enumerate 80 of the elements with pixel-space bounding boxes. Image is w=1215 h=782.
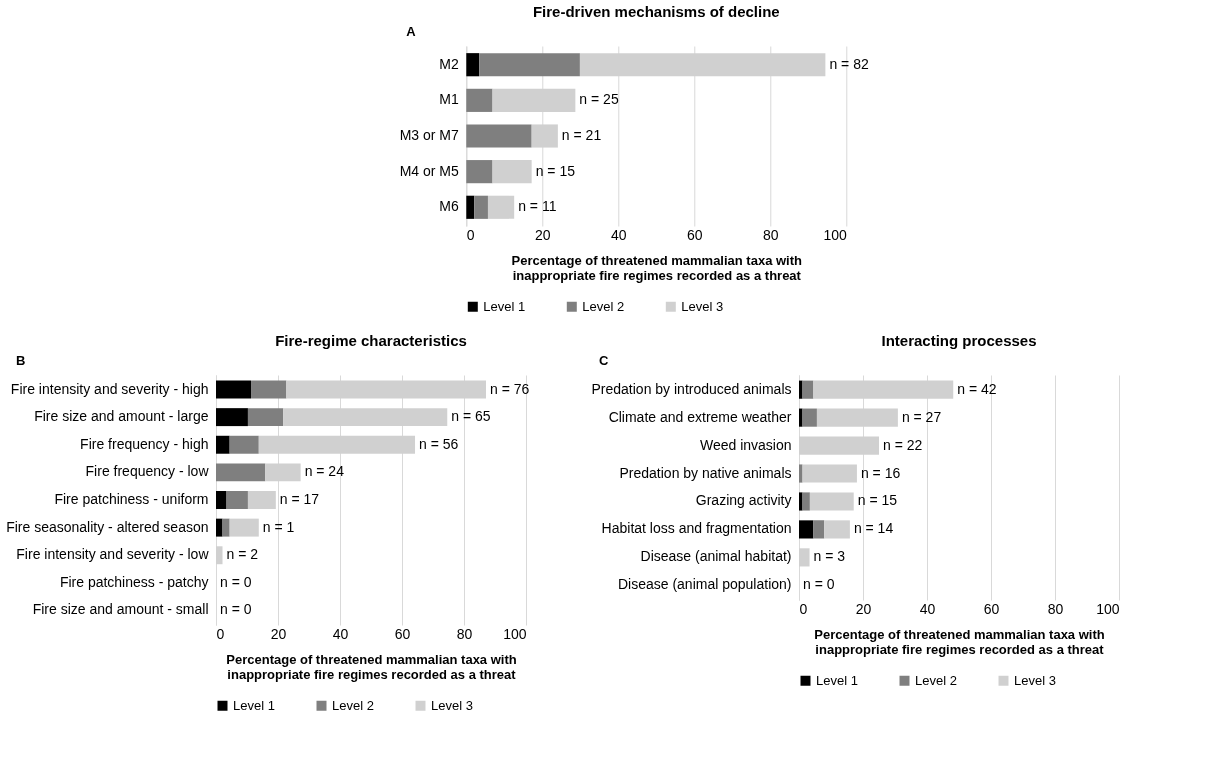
- text: B: [16, 353, 26, 368]
- y-tick-label: Grazing activity: [695, 492, 792, 509]
- chart-title: Fire-driven mechanisms of decline: [532, 3, 780, 20]
- y-tick-label: Fire frequency - high: [80, 435, 209, 452]
- x-axis-title: Percentage of threatened mammalian taxa with inappropriate fire regimes recorded as a threat: [226, 651, 517, 682]
- annotation: n = 17: [279, 491, 320, 507]
- y-tick-label: Habitat loss and fragmentation: [601, 520, 792, 537]
- text: A: [406, 24, 417, 39]
- legend-label: Level 3: [681, 298, 724, 314]
- legend-label: Level 2: [915, 672, 957, 688]
- annotation: n = 65: [451, 408, 491, 425]
- legend-label: Level 2: [332, 697, 374, 713]
- y-tick-label: M4 or M5: [399, 162, 460, 179]
- y-tick-label: Climate and extreme weather: [608, 408, 792, 425]
- x-tick-label: 20: [535, 226, 551, 243]
- annotation: n = 24: [304, 463, 345, 480]
- x-tick-label: 60: [394, 625, 411, 642]
- annotation: n = 15: [857, 492, 898, 509]
- legend-label: Level 3: [1014, 672, 1056, 688]
- x-tick-label: 0: [799, 600, 808, 617]
- annotation: n = 14: [853, 520, 894, 537]
- annotation: n = 0: [803, 576, 835, 593]
- x-tick-label: 80: [763, 226, 779, 243]
- annotation: n = 11: [518, 198, 557, 215]
- y-tick-label: Fire intensity and severity - high: [10, 380, 209, 397]
- annotation: n = 3: [813, 548, 846, 565]
- x-axis-title: Percentage of threatened mammalian taxa with inappropriate fire regimes recorded as a threat: [814, 626, 1105, 657]
- y-tick-label: M6: [439, 198, 459, 215]
- legend-label: Level 2: [582, 298, 625, 314]
- x-tick-label: 80: [456, 625, 473, 642]
- x-tick-label: 40: [332, 625, 349, 642]
- annotation: n = 76: [490, 380, 530, 397]
- y-tick-label: M2: [439, 55, 459, 72]
- annotation: n = 2: [226, 546, 259, 563]
- x-tick-label: 100: [1096, 600, 1120, 617]
- annotation: n = 22: [883, 436, 923, 453]
- legend-label: Level 1: [233, 697, 275, 713]
- text: C: [599, 353, 609, 368]
- y-tick-label: Fire size and amount - large: [34, 408, 209, 425]
- x-tick-label: 20: [855, 600, 872, 617]
- y-tick-label: Fire seasonality - altered season: [6, 518, 209, 535]
- y-tick-label: M3 or M7: [399, 127, 460, 143]
- annotation: n = 21: [561, 127, 602, 143]
- annotation: n = 0: [220, 573, 252, 590]
- annotation: n = 16: [860, 464, 901, 481]
- y-tick-label: Fire frequency - low: [85, 463, 210, 480]
- y-tick-label: Disease (animal habitat): [640, 548, 792, 565]
- annotation: n = 56: [419, 435, 459, 452]
- legend-label: Level 1: [816, 672, 858, 688]
- x-tick-label: 100: [823, 226, 848, 243]
- annotation: n = 15: [535, 162, 576, 179]
- x-tick-label: 20: [270, 625, 287, 642]
- x-tick-label: 40: [611, 226, 627, 243]
- annotation: n = 1: [262, 518, 295, 535]
- x-tick-label: 0: [216, 625, 225, 642]
- y-tick-label: Fire size and amount - small: [32, 601, 209, 618]
- x-tick-label: 0: [466, 226, 475, 243]
- x-tick-label: 100: [503, 625, 527, 642]
- y-tick-label: Fire patchiness - uniform: [54, 491, 209, 507]
- legend-label: Level 1: [483, 298, 526, 314]
- x-axis-title: Percentage of threatened mammalian taxa with inappropriate fire regimes recorded as a threat: [511, 252, 803, 283]
- y-tick-label: Weed invasion: [699, 436, 792, 453]
- y-tick-label: Predation by introduced animals: [591, 380, 792, 397]
- y-tick-label: Fire intensity and severity - low: [16, 546, 210, 563]
- y-tick-label: Fire patchiness - patchy: [59, 573, 209, 590]
- x-tick-label: 80: [1047, 600, 1064, 617]
- chart-title: Fire-regime characteristics: [275, 332, 467, 349]
- y-tick-label: Predation by native animals: [619, 464, 792, 481]
- annotation: n = 42: [957, 380, 997, 397]
- y-tick-label: Disease (animal population): [617, 576, 792, 593]
- legend-label: Level 3: [431, 697, 473, 713]
- y-tick-label: M1: [439, 91, 459, 108]
- annotation: n = 82: [829, 55, 869, 72]
- annotation: n = 27: [901, 408, 942, 425]
- chart-title: Interacting processes: [881, 332, 1037, 349]
- x-tick-label: 60: [983, 600, 1000, 617]
- annotation: n = 25: [579, 91, 619, 108]
- x-tick-label: 60: [687, 226, 703, 243]
- annotation: n = 0: [220, 601, 252, 618]
- x-tick-label: 40: [919, 600, 936, 617]
